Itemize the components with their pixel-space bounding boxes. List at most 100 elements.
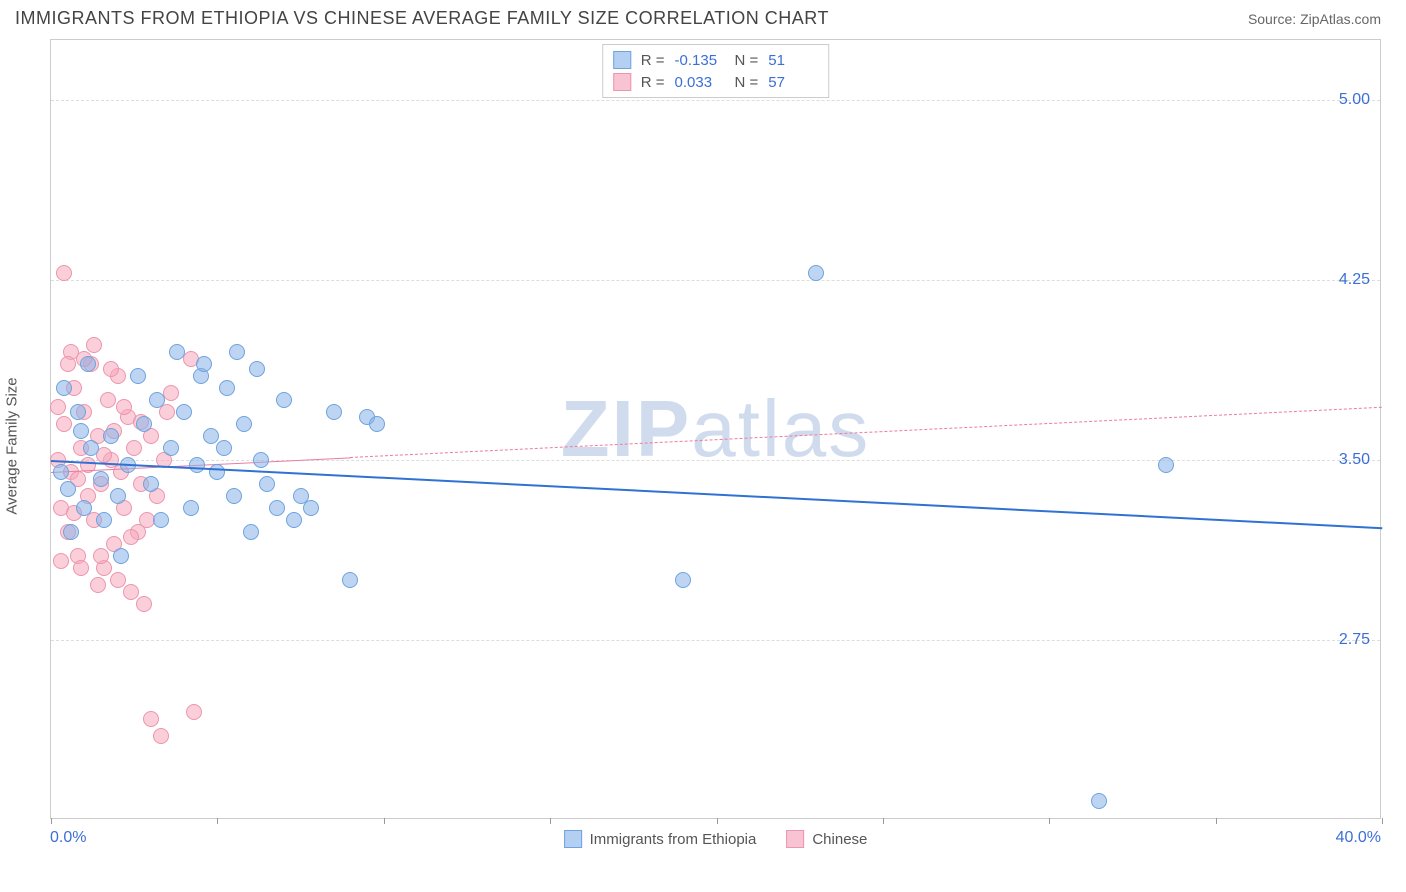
scatter-point (123, 584, 139, 600)
scatter-point (675, 572, 691, 588)
scatter-point (70, 404, 86, 420)
scatter-point (63, 524, 79, 540)
legend-row-series-b: R =0.033 N =57 (613, 71, 819, 93)
x-tick-mark (717, 818, 718, 824)
scatter-point (73, 423, 89, 439)
scatter-point (113, 548, 129, 564)
regression-line (350, 407, 1382, 458)
scatter-point (60, 481, 76, 497)
scatter-point (73, 560, 89, 576)
scatter-point (153, 728, 169, 744)
y-tick-label: 3.50 (1339, 451, 1370, 469)
scatter-point (130, 368, 146, 384)
scatter-point (189, 457, 205, 473)
scatter-point (1091, 793, 1107, 809)
scatter-point (116, 399, 132, 415)
scatter-point (100, 392, 116, 408)
legend-item: Chinese (786, 830, 867, 848)
swatch-series-a (613, 51, 631, 69)
legend-row-series-a: R =-0.135 N =51 (613, 49, 819, 71)
legend-label: Immigrants from Ethiopia (590, 831, 757, 848)
scatter-point (169, 344, 185, 360)
scatter-point (176, 404, 192, 420)
scatter-point (56, 265, 72, 281)
scatter-point (253, 452, 269, 468)
swatch-series-b (613, 73, 631, 91)
scatter-point (236, 416, 252, 432)
scatter-point (126, 440, 142, 456)
scatter-point (276, 392, 292, 408)
scatter-point (203, 428, 219, 444)
scatter-point (808, 265, 824, 281)
scatter-point (269, 500, 285, 516)
scatter-point (136, 596, 152, 612)
legend-item: Immigrants from Ethiopia (564, 830, 757, 848)
scatter-point (229, 344, 245, 360)
scatter-point (90, 577, 106, 593)
scatter-point (110, 572, 126, 588)
scatter-point (243, 524, 259, 540)
scatter-point (249, 361, 265, 377)
scatter-point (53, 553, 69, 569)
scatter-point (96, 512, 112, 528)
x-tick-mark (1049, 818, 1050, 824)
scatter-point (1158, 457, 1174, 473)
scatter-point (86, 337, 102, 353)
y-tick-label: 4.25 (1339, 271, 1370, 289)
scatter-point (143, 711, 159, 727)
x-tick-mark (550, 818, 551, 824)
source-attribution: Source: ZipAtlas.com (1248, 11, 1381, 27)
scatter-point (209, 464, 225, 480)
scatter-point (219, 380, 235, 396)
scatter-point (110, 488, 126, 504)
scatter-point (186, 704, 202, 720)
y-tick-label: 2.75 (1339, 631, 1370, 649)
scatter-point (226, 488, 242, 504)
scatter-point (50, 399, 66, 415)
gridline (51, 460, 1380, 461)
y-tick-label: 5.00 (1339, 91, 1370, 109)
scatter-point (123, 529, 139, 545)
correlation-legend: R =-0.135 N =51 R =0.033 N =57 (602, 44, 830, 98)
x-tick-mark (384, 818, 385, 824)
x-axis-min-label: 0.0% (50, 829, 86, 847)
scatter-point (259, 476, 275, 492)
x-tick-mark (1382, 818, 1383, 824)
scatter-point (163, 440, 179, 456)
scatter-point (103, 428, 119, 444)
scatter-point (93, 548, 109, 564)
scatter-point (149, 392, 165, 408)
x-tick-mark (51, 818, 52, 824)
scatter-point (143, 476, 159, 492)
scatter-point (56, 380, 72, 396)
gridline (51, 280, 1380, 281)
scatter-point (136, 416, 152, 432)
x-axis-max-label: 40.0% (1336, 829, 1381, 847)
scatter-point (326, 404, 342, 420)
regression-line (51, 460, 1382, 529)
scatter-point (369, 416, 385, 432)
gridline (51, 100, 1380, 101)
gridline (51, 640, 1380, 641)
scatter-point (56, 416, 72, 432)
scatter-point (93, 471, 109, 487)
x-tick-mark (1216, 818, 1217, 824)
scatter-point (76, 500, 92, 516)
scatter-point (103, 361, 119, 377)
x-tick-mark (217, 818, 218, 824)
chart-title: IMMIGRANTS FROM ETHIOPIA VS CHINESE AVER… (15, 8, 829, 29)
legend-swatch (564, 830, 582, 848)
scatter-point (183, 500, 199, 516)
series-legend: Immigrants from Ethiopia Chinese (564, 830, 868, 848)
scatter-point (60, 356, 76, 372)
y-axis-label: Average Family Size (4, 377, 21, 514)
x-tick-mark (883, 818, 884, 824)
scatter-point (196, 356, 212, 372)
scatter-point (216, 440, 232, 456)
chart-plot-area: ZIPatlas R =-0.135 N =51 R =0.033 N =57 … (50, 39, 1381, 819)
scatter-point (83, 440, 99, 456)
scatter-point (303, 500, 319, 516)
legend-swatch (786, 830, 804, 848)
scatter-point (342, 572, 358, 588)
legend-label: Chinese (812, 831, 867, 848)
